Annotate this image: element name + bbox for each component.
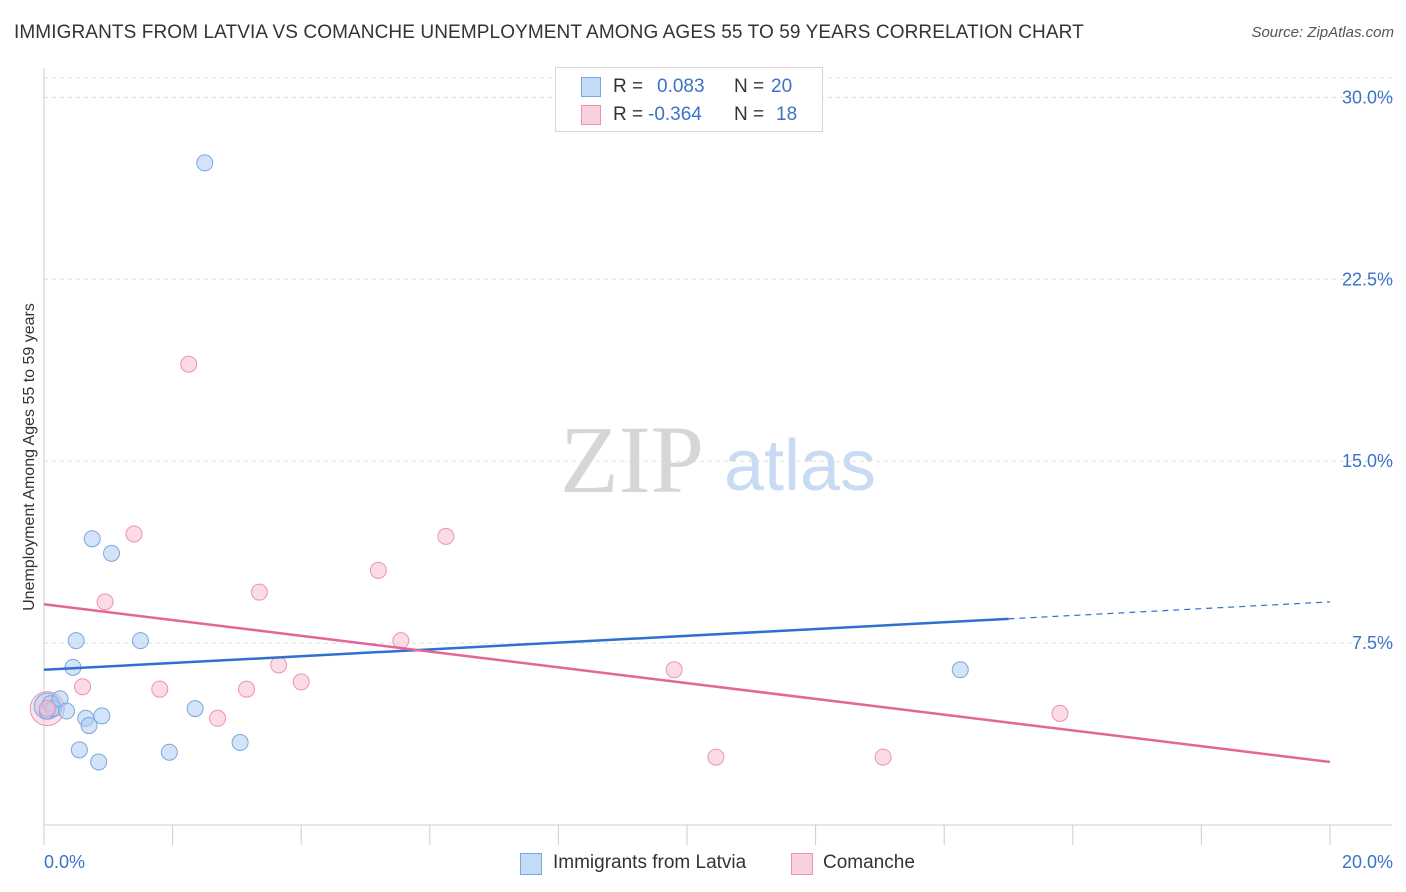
legend-n-label: N = xyxy=(734,104,765,125)
pink-point xyxy=(874,748,892,766)
pink-point xyxy=(1051,704,1069,722)
watermark-zip: ZIP xyxy=(560,406,704,513)
legend-r-label: R = xyxy=(613,76,644,97)
blue-point xyxy=(186,700,204,718)
blue-point xyxy=(80,717,98,735)
y-tick-label: 7.5% xyxy=(1352,633,1393,653)
chart-title: IMMIGRANTS FROM LATVIA VS COMANCHE UNEMP… xyxy=(14,22,1084,43)
pink-point xyxy=(665,661,683,679)
pink-point xyxy=(180,355,198,373)
legend-r-label: R = xyxy=(613,104,644,125)
pink-point xyxy=(238,680,256,698)
legend-r-value-blue: 0.083 xyxy=(657,76,705,97)
grid-lines xyxy=(44,77,1392,644)
stats-legend: R = 0.083 N = 20 R = -0.364 N = 18 xyxy=(555,67,823,132)
pink-point xyxy=(125,525,143,543)
bottom-legend-pink-label: Comanche xyxy=(823,852,915,873)
pink-point xyxy=(437,527,455,545)
legend-r-value-pink: -0.364 xyxy=(648,104,702,125)
legend-n-value-pink: 18 xyxy=(776,104,798,125)
blue-point xyxy=(67,632,85,650)
pink-point xyxy=(74,678,92,696)
blue-point xyxy=(196,154,214,172)
pink-point xyxy=(209,709,227,727)
x-tick-max: 20.0% xyxy=(1341,852,1393,872)
legend-row-blue: R = 0.083 N = 20 xyxy=(556,73,822,101)
pink-point xyxy=(707,748,725,766)
blue-point xyxy=(90,753,108,771)
pink-point xyxy=(292,673,310,691)
data-points xyxy=(29,154,1069,771)
bottom-legend-swatch-blue xyxy=(520,853,542,875)
blue-point xyxy=(231,734,249,752)
bottom-legend-swatch-pink xyxy=(791,853,813,875)
y-tick-labels: 7.5% 15.0% 22.5% 30.0% xyxy=(1342,87,1393,653)
blue-point xyxy=(83,530,101,548)
bottom-legend-blue-label: Immigrants from Latvia xyxy=(553,852,747,873)
pink-point xyxy=(38,700,56,718)
legend-swatch-blue xyxy=(581,77,601,97)
pink-point xyxy=(151,680,169,698)
blue-point xyxy=(58,702,76,720)
blue-point xyxy=(103,544,121,562)
blue-point xyxy=(131,632,149,650)
pink-point xyxy=(96,593,114,611)
x-tick-min: 0.0% xyxy=(44,852,86,872)
legend-n-label: N = xyxy=(734,76,765,97)
pink-trend-line xyxy=(43,603,1331,764)
y-tick-label: 15.0% xyxy=(1342,451,1393,471)
legend-row-pink: R = -0.364 N = 18 xyxy=(556,101,822,129)
blue-trend-extension xyxy=(1008,601,1331,620)
legend-n-value-blue: 20 xyxy=(771,76,793,97)
blue-point xyxy=(70,741,88,759)
source-note: Source: ZipAtlas.com xyxy=(1251,24,1394,41)
trend-lines xyxy=(43,601,1331,764)
pink-point xyxy=(250,583,268,601)
pink-point xyxy=(270,656,288,674)
pink-point xyxy=(369,561,387,579)
blue-trend-line xyxy=(43,617,1009,672)
y-tick-label: 30.0% xyxy=(1342,87,1393,107)
y-tick-label: 22.5% xyxy=(1342,269,1393,289)
legend-swatch-pink xyxy=(581,105,601,125)
axes xyxy=(43,68,1392,845)
blue-point xyxy=(951,661,969,679)
watermark-atlas: atlas xyxy=(724,426,876,506)
blue-point xyxy=(93,707,111,725)
blue-point xyxy=(160,743,178,761)
